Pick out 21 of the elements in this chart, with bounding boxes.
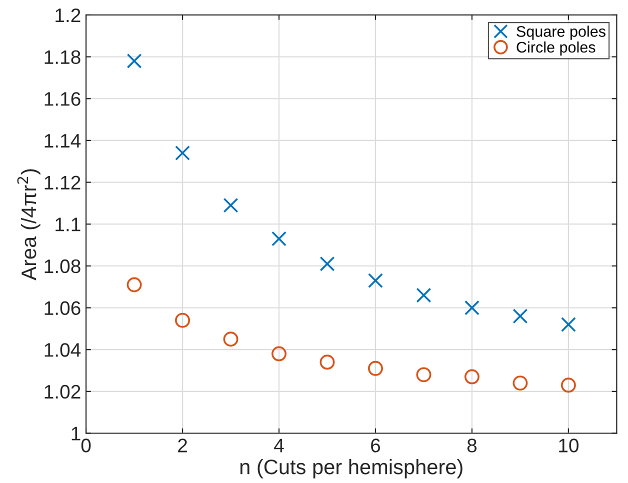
y-tick-label: 1.06 <box>44 301 80 316</box>
y-tick-label: 1.16 <box>44 92 80 106</box>
x-tick-label: 2 <box>178 438 187 452</box>
legend-label: Square poles <box>516 26 606 40</box>
y-tick-label: 1.12 <box>44 176 80 190</box>
x-tick-label: 6 <box>371 438 380 452</box>
y-tick-label: 1.1 <box>56 218 80 232</box>
y-tick-label: 1.02 <box>44 384 80 399</box>
y-tick-label: 1.14 <box>44 134 81 148</box>
y-tick-label: 1.08 <box>44 259 80 274</box>
x-tick-label: 8 <box>467 438 477 452</box>
x-tick-label: 4 <box>274 438 284 452</box>
y-tick-label: 1.04 <box>44 343 81 357</box>
x-tick-label: 10 <box>559 438 579 452</box>
legend-label: Circle poles <box>516 41 596 56</box>
y-tick-label: 1.18 <box>44 50 80 64</box>
x-axis-title: n (Cuts per hemisphere) <box>240 459 462 478</box>
y-axis-title: Area (/4πr$^{2}$) <box>17 169 40 280</box>
y-tick-label: 1 <box>72 426 80 440</box>
y-tick-label: 1.2 <box>56 8 80 22</box>
x-tick-label: 0 <box>81 438 91 452</box>
